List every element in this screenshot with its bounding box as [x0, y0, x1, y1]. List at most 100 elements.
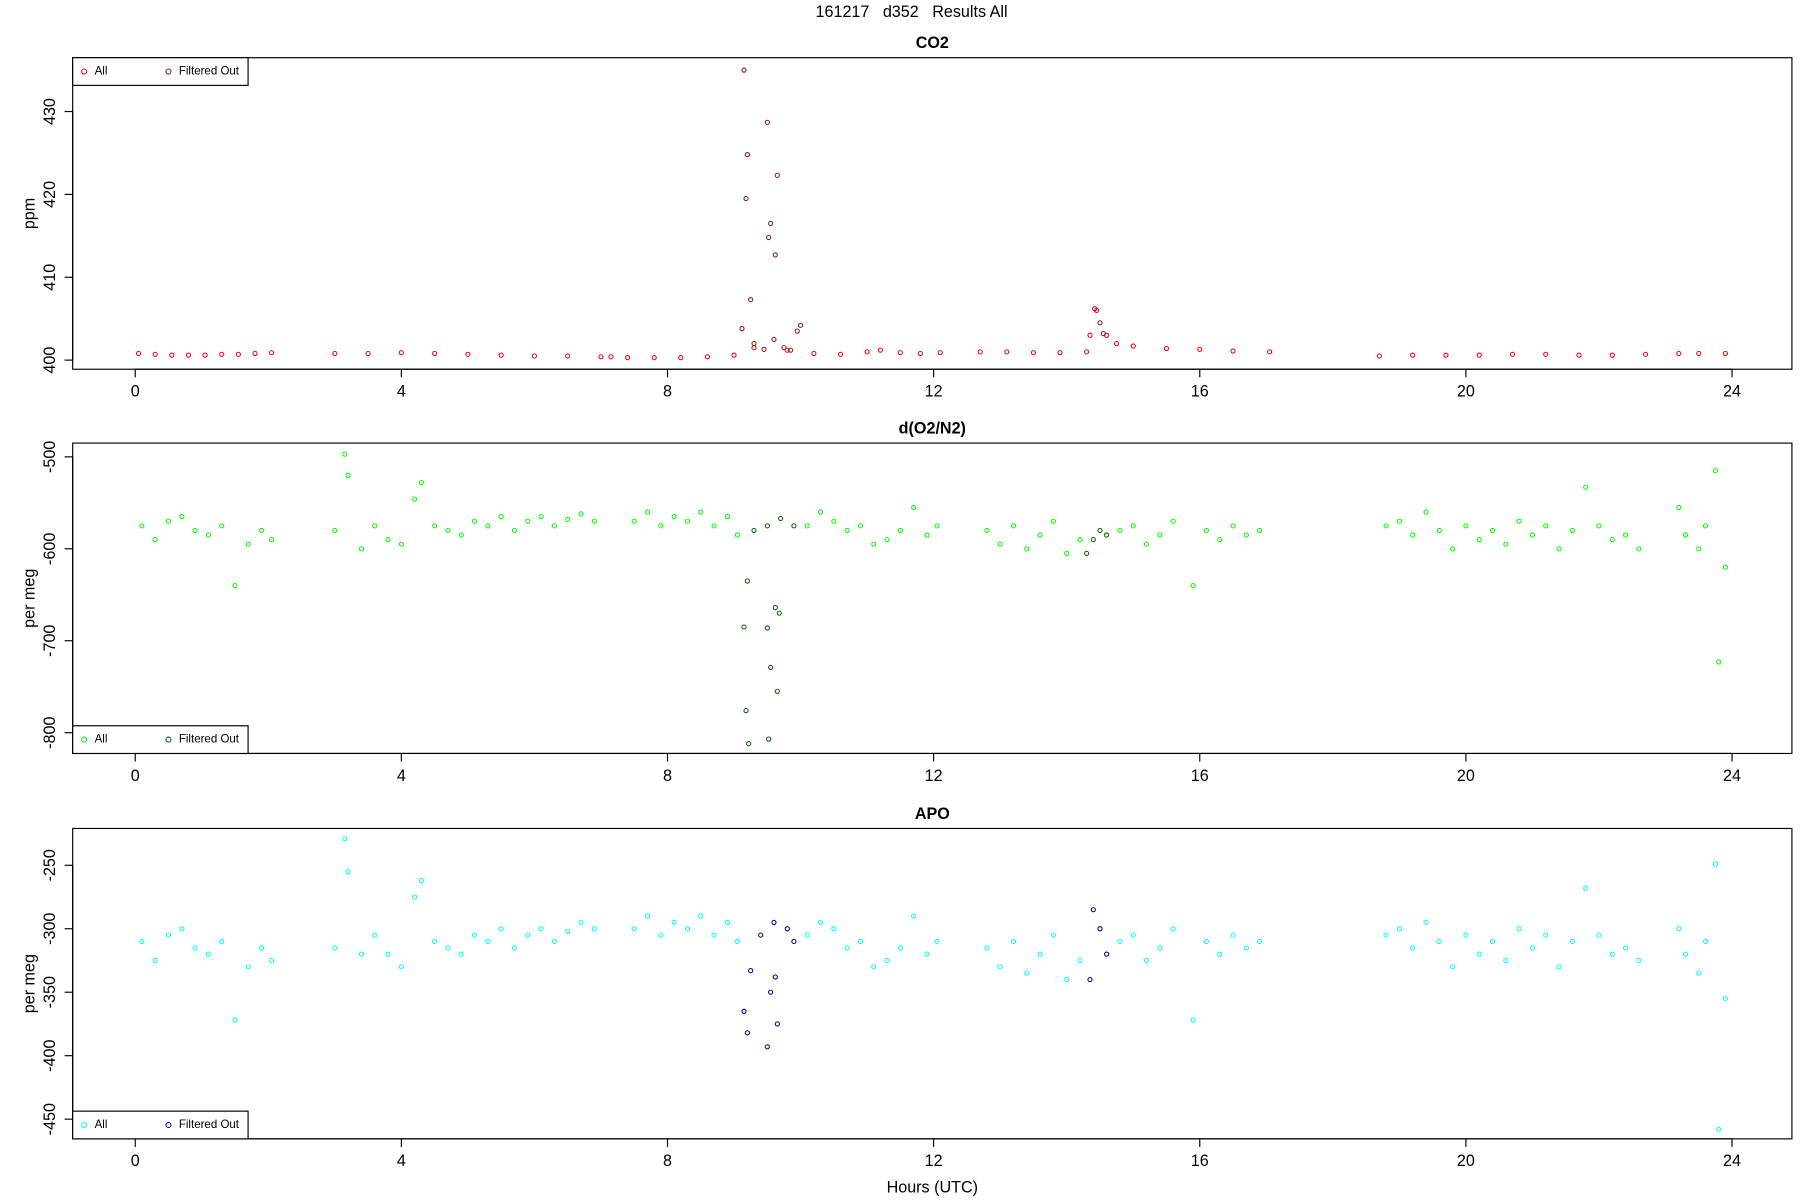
data-point — [525, 932, 531, 938]
data-point — [1024, 970, 1030, 976]
data-point — [997, 964, 1003, 970]
data-point — [671, 514, 677, 520]
data-point — [1556, 964, 1562, 970]
data-point — [269, 537, 275, 543]
data-point — [412, 894, 418, 900]
data-point — [1057, 350, 1063, 356]
data-point — [385, 537, 391, 543]
data-point — [1529, 532, 1536, 538]
data-point — [551, 938, 557, 945]
legend-label: All — [95, 734, 108, 746]
data-point — [1642, 351, 1649, 357]
data-point — [485, 523, 491, 529]
data-point — [1722, 995, 1728, 1002]
data-point — [1217, 951, 1223, 957]
legend-marker — [81, 68, 88, 75]
data-point — [591, 518, 597, 524]
data-point — [684, 926, 691, 932]
data-point — [864, 349, 870, 355]
data-point — [764, 1044, 770, 1050]
data-point — [1383, 523, 1389, 529]
data-point — [751, 340, 757, 347]
data-point — [1596, 932, 1602, 938]
data-point — [432, 350, 438, 357]
data-point — [565, 928, 571, 934]
x-tick-label: 4 — [397, 383, 406, 401]
data-point — [744, 152, 750, 158]
data-point — [877, 347, 884, 353]
data-point — [1203, 527, 1210, 534]
data-point — [911, 913, 917, 919]
data-point — [1104, 532, 1110, 538]
data-point — [219, 523, 225, 529]
data-point — [332, 945, 338, 951]
data-point — [498, 926, 504, 932]
data-point — [671, 919, 677, 925]
data-point — [1087, 976, 1093, 983]
data-point — [531, 353, 538, 359]
data-point — [591, 926, 597, 932]
data-point — [1609, 951, 1615, 957]
data-point — [1243, 945, 1249, 951]
data-point — [1576, 352, 1582, 358]
data-point — [252, 350, 258, 357]
data-point — [631, 518, 637, 524]
data-point — [772, 974, 778, 980]
data-point — [1037, 532, 1043, 538]
data-point — [884, 957, 890, 964]
data-point — [774, 1021, 780, 1027]
data-point — [205, 951, 212, 957]
data-point — [1010, 938, 1017, 945]
x-tick-label: 20 — [1457, 383, 1475, 401]
data-point — [152, 537, 158, 543]
data-point — [1157, 532, 1163, 538]
data-point — [1722, 350, 1728, 357]
data-point — [1423, 919, 1429, 925]
data-point — [365, 350, 371, 357]
x-tick-label: 24 — [1723, 383, 1741, 401]
data-point — [139, 938, 145, 945]
data-point — [1696, 546, 1702, 552]
data-point — [245, 541, 251, 547]
data-point — [169, 352, 175, 358]
panel-title: CO2 — [916, 34, 949, 52]
data-point — [465, 351, 471, 357]
data-point — [831, 518, 837, 524]
data-point — [139, 523, 145, 529]
data-point — [1170, 518, 1176, 524]
page-title: 161217 d352 Results All — [816, 3, 1008, 21]
data-point — [1024, 546, 1030, 552]
data-point — [259, 527, 265, 534]
data-point — [644, 509, 651, 515]
data-point — [1450, 546, 1456, 552]
data-point — [1117, 527, 1123, 534]
y-tick-label: -500 — [41, 441, 59, 473]
data-point — [1583, 885, 1589, 891]
data-point — [871, 964, 877, 970]
data-point — [711, 932, 717, 938]
data-point — [1257, 938, 1263, 945]
data-point — [1090, 907, 1096, 913]
data-point — [219, 351, 225, 357]
data-point — [744, 578, 750, 584]
data-point — [1636, 957, 1642, 964]
data-point — [152, 957, 158, 964]
data-point — [1489, 527, 1496, 534]
data-point — [698, 913, 704, 919]
data-point — [445, 945, 451, 951]
data-point — [1117, 938, 1123, 945]
data-point — [1092, 306, 1098, 312]
data-point — [1077, 957, 1083, 964]
data-point — [1050, 518, 1056, 524]
data-point — [977, 349, 983, 355]
data-point — [1543, 351, 1549, 357]
data-point — [232, 1017, 238, 1023]
data-point — [1157, 945, 1163, 951]
data-point — [1609, 537, 1615, 543]
data-point — [857, 938, 864, 945]
data-point — [1516, 518, 1522, 524]
data-point — [1436, 527, 1442, 534]
panel-title: d(O2/N2) — [899, 419, 966, 437]
data-point — [1197, 346, 1203, 352]
